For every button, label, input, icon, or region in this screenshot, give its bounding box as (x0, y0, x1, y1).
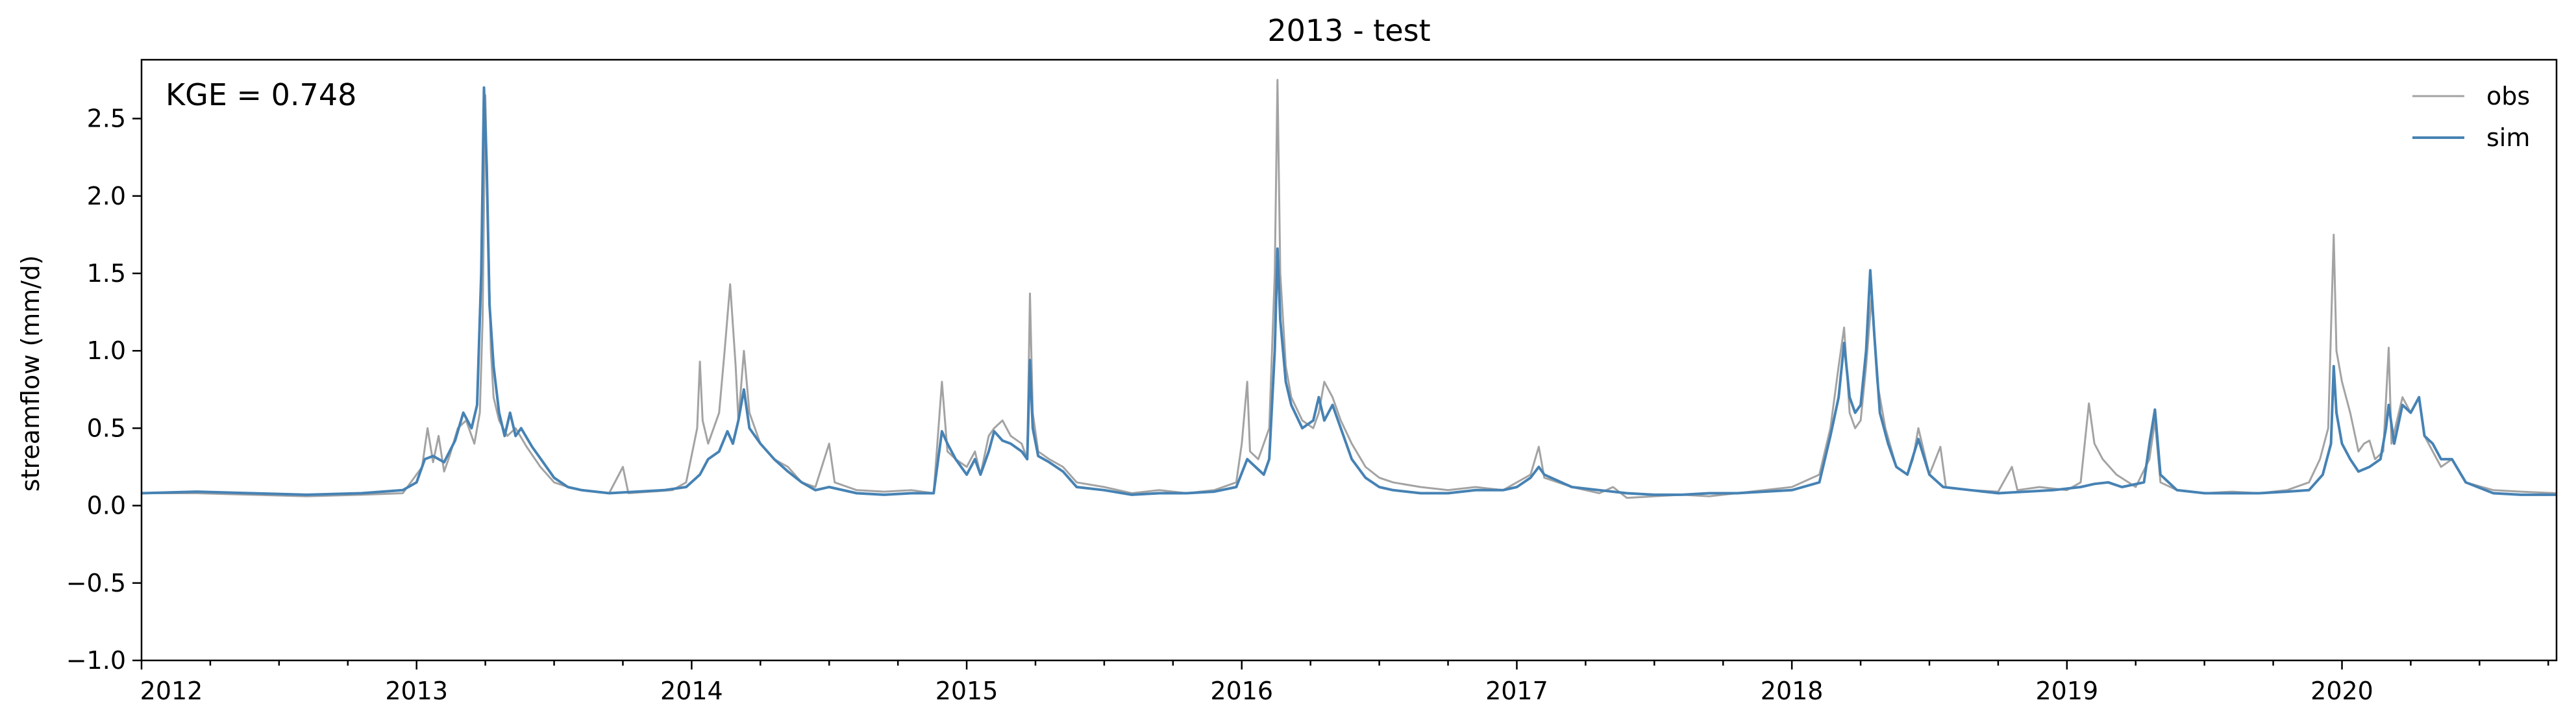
x-axis: 2012 2013 2014 2015 2016 2017 2018 2019 2020 (140, 660, 2549, 705)
y-tick-label: 2.0 (87, 182, 126, 210)
legend-label-sim: sim (2486, 123, 2530, 152)
x-tick-label: 2015 (935, 677, 998, 705)
x-tick-label: 2014 (660, 677, 723, 705)
y-tick-label: 1.0 (87, 336, 126, 365)
x-tick-label: 2016 (1210, 677, 1273, 705)
y-tick-label: 0.0 (87, 492, 126, 520)
x-tick-label: 2013 (385, 677, 448, 705)
y-tick-label: 0.5 (87, 414, 126, 442)
y-tick-label: −1.0 (66, 646, 126, 675)
series-layer (141, 79, 2557, 499)
y-tick-label: −0.5 (66, 569, 126, 597)
x-tick-label: 2017 (1485, 677, 1548, 705)
plot-frame (140, 58, 2558, 662)
chart-title: 2013 - test (1267, 13, 1430, 48)
series-line-sim (141, 86, 2557, 496)
x-tick-label: 2019 (2035, 677, 2098, 705)
y-axis-label: streamflow (mm/d) (16, 255, 45, 492)
y-tick-label: 1.5 (87, 259, 126, 288)
x-tick-label: 2012 (140, 677, 203, 705)
legend: obs sim (2412, 82, 2530, 152)
x-tick-label: 2018 (1761, 677, 1824, 705)
y-axis: −1.0 −0.5 0.0 0.5 1.0 1.5 2.0 2.5 (66, 105, 142, 675)
kge-annotation: KGE = 0.748 (166, 77, 356, 112)
x-tick-label: 2020 (2310, 677, 2373, 705)
y-tick-label: 2.5 (87, 105, 126, 133)
legend-label-obs: obs (2486, 82, 2530, 110)
